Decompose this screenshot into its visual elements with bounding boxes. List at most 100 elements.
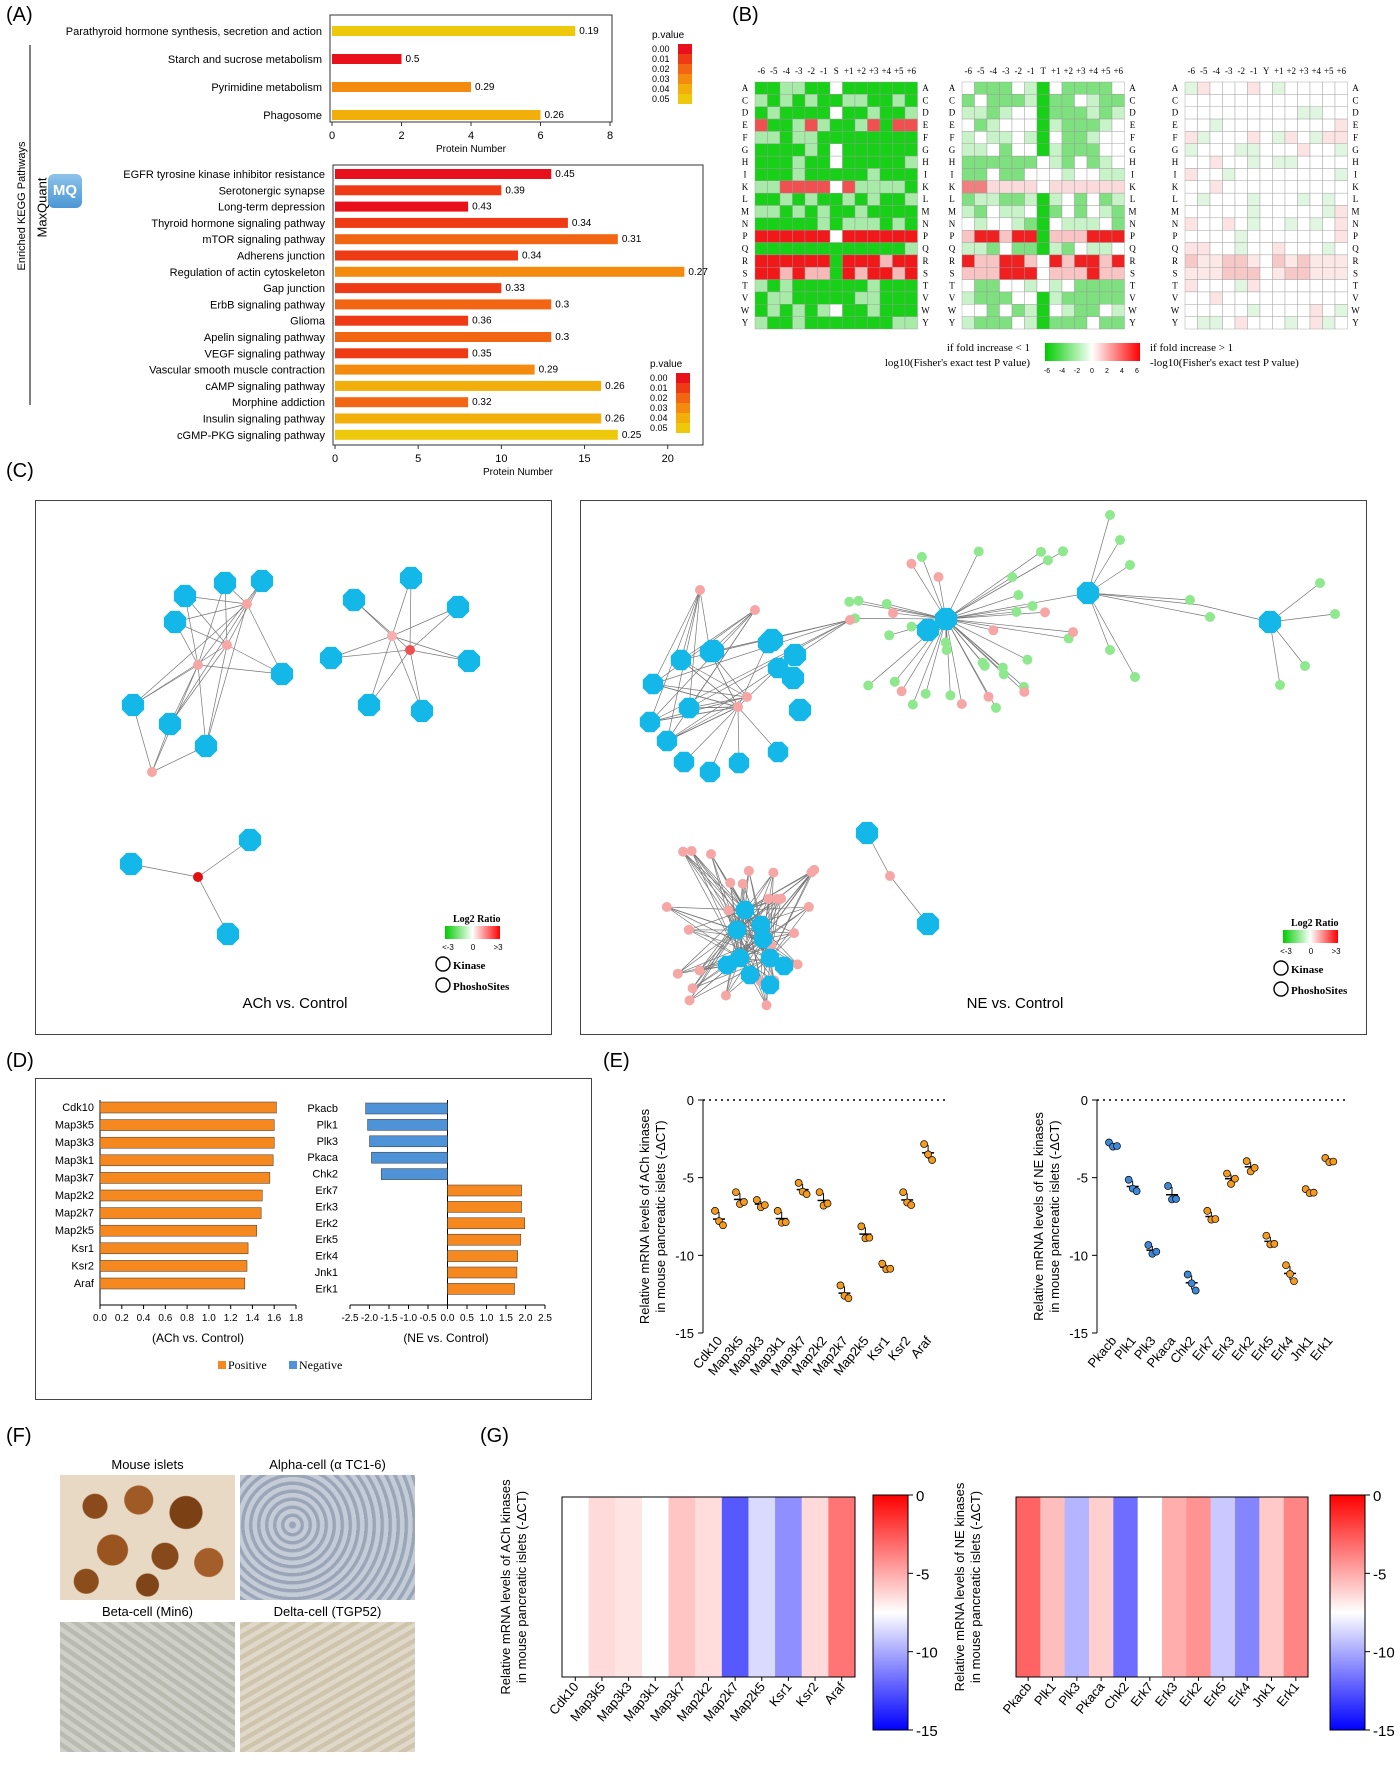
heatmap-row-label-right: T: [1130, 281, 1136, 291]
heatmap-row-label-right: E: [1353, 120, 1359, 130]
pathway-pvalue: 0.39: [505, 185, 525, 196]
network-edge: [353, 599, 411, 651]
d-ach-bar: [99, 1207, 262, 1219]
g-heat-cell: [1259, 1497, 1285, 1677]
phosphosite-node: [940, 637, 951, 648]
e-point: [907, 1201, 916, 1209]
d-ne-bar: [365, 1102, 448, 1115]
network-edge: [652, 619, 851, 685]
e-ytick-label: -10: [675, 1248, 694, 1263]
heatmap-row-label-right: F: [1353, 132, 1358, 142]
d-ach-label: Cdk10: [62, 1102, 94, 1114]
g-category-label: Erk4: [1225, 1679, 1254, 1709]
network-edge: [925, 618, 947, 694]
heatmap-row-label: A: [742, 83, 749, 93]
phosphosite-node: [761, 1000, 772, 1011]
network-edge: [132, 704, 153, 773]
network-edge: [169, 644, 228, 725]
kinase-node: [119, 852, 143, 876]
g-category-label: Pkacb: [1000, 1679, 1035, 1716]
kinase-node: [457, 649, 481, 673]
network-edge: [666, 609, 756, 742]
heatmap-row-label-right: V: [1352, 293, 1359, 303]
heatmap-row-label-right: K: [1129, 182, 1136, 192]
pvalue-legend-swatch: [678, 84, 692, 94]
heatmap-col-label: -5: [1200, 66, 1208, 76]
heatmap-row-label: W: [741, 305, 750, 315]
heatmap-cell: [904, 316, 918, 330]
e-point: [752, 1196, 761, 1204]
network-edge: [169, 603, 248, 725]
network-edge: [666, 706, 739, 742]
phosphosite-node: [990, 702, 1001, 713]
network-edge: [739, 872, 774, 959]
kinase-node: [216, 922, 240, 946]
panel-letter-g: (G): [480, 1425, 509, 1447]
heatmap-colorbar-tick: 6: [1135, 368, 1139, 375]
network-edge: [739, 906, 810, 959]
maxquant-logo-text: MQ: [52, 182, 78, 199]
heatmap-row-label-right: D: [1352, 108, 1359, 118]
phosphosite-node: [907, 699, 918, 710]
pvalue-legend-tick: 0.01: [652, 54, 670, 64]
legend-left-line1: if fold increase < 1: [947, 342, 1030, 354]
heatmap-row-label: M: [1171, 207, 1179, 217]
heatmap-col-label: +5: [894, 66, 904, 76]
phosphosite-node: [789, 928, 800, 939]
e-point: [920, 1140, 928, 1148]
d-ne-tick-label: -1.5: [380, 1313, 398, 1324]
heatmap-col-label: -6: [758, 66, 766, 76]
g-heat-frame: [1015, 1496, 1309, 1678]
network-edge: [945, 594, 1019, 620]
heatmap-row-label: K: [742, 182, 749, 192]
phosphosite-node: [863, 680, 874, 691]
d-ne-label: Plk1: [317, 1119, 338, 1131]
d-ne-tick-label: 2.5: [538, 1313, 552, 1324]
heatmap-colorbar-tick: 4: [1120, 368, 1124, 375]
kinase-node: [699, 641, 721, 663]
d-ach-bar: [99, 1242, 249, 1255]
network-edge: [945, 611, 1046, 620]
heatmap-row-label: I: [1174, 169, 1177, 179]
phosphosite-node: [1105, 645, 1115, 655]
heatmap-row-label-right: R: [1129, 256, 1135, 266]
heatmap-row-label-right: M: [1351, 207, 1359, 217]
pathway-bar: [335, 315, 469, 326]
delta-cell-image: [240, 1622, 415, 1752]
e-point: [1187, 1279, 1196, 1288]
x-tick-label: 2: [398, 130, 404, 142]
heatmap-row-label-right: M: [1128, 207, 1136, 217]
e-point: [899, 1188, 908, 1197]
x-tick-label: 0: [329, 130, 335, 142]
pvalue-legend-tick: 0.03: [652, 74, 670, 84]
phosphosite-node: [725, 877, 736, 888]
network-edge: [680, 589, 701, 661]
pathway-bar: [332, 82, 471, 92]
g-heat-cell: [1016, 1497, 1041, 1677]
heatmap-row-label: V: [742, 293, 749, 303]
pvalue-legend-tick: 0.01: [650, 383, 668, 393]
e-ylabel-line1: Relative mRNA levels of ACh kinases: [637, 1108, 652, 1324]
heatmap-row-label-right: P: [1130, 231, 1135, 241]
network-edge: [205, 644, 228, 747]
phosphosite-node: [792, 959, 803, 970]
phosphosite-node: [920, 688, 931, 699]
heatmap-row-label-right: C: [1352, 95, 1358, 105]
e-point: [924, 1150, 932, 1159]
pathway-bar: [335, 234, 618, 245]
heatmap-row-label-right: A: [1352, 83, 1359, 93]
g-heat-cell: [615, 1497, 643, 1677]
heatmap-row-label: L: [949, 194, 955, 204]
network-edge: [699, 929, 738, 971]
phosphosite-node: [1125, 560, 1135, 570]
pathway-bar: [335, 364, 535, 375]
pathway-label: Insulin signaling pathway: [203, 414, 326, 426]
d-ne-tick-label: -2.0: [361, 1313, 379, 1324]
network-edge: [368, 649, 411, 706]
kinase-node: [639, 711, 661, 733]
network-edge: [945, 618, 1005, 675]
d-ach-bar: [99, 1260, 248, 1272]
